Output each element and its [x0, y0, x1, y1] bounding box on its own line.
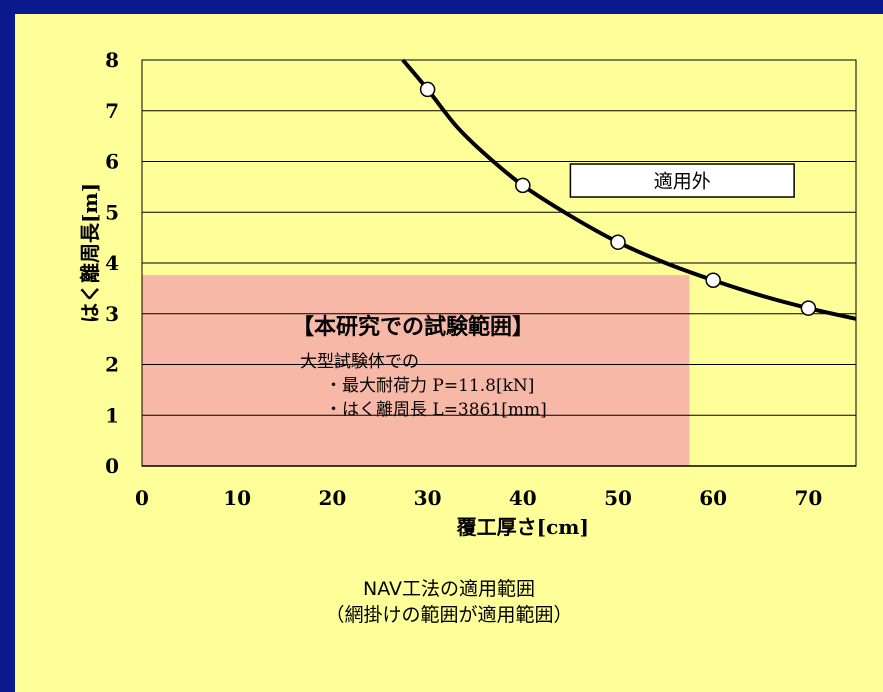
y-tick-label: 6	[105, 150, 119, 174]
y-tick-label: 8	[105, 48, 119, 72]
y-tick-label: 3	[105, 302, 119, 326]
x-tick-label: 70	[794, 486, 822, 510]
x-tick-label: 60	[699, 486, 727, 510]
applicable-region	[142, 275, 690, 466]
y-tick-label: 4	[105, 251, 119, 275]
caption-line-1: NAV工法の適用範囲	[363, 578, 535, 600]
y-tick-label: 5	[105, 200, 119, 224]
x-tick-label: 10	[223, 486, 251, 510]
caption-line-2: （網掛けの範囲が適用範囲）	[325, 604, 573, 626]
caption: NAV工法の適用範囲 （網掛けの範囲が適用範囲）	[15, 576, 883, 628]
y-axis-title: はく離周長[m]	[78, 183, 102, 323]
data-point	[419, 81, 436, 98]
data-point	[610, 234, 626, 250]
y-tick-label: 1	[105, 403, 119, 427]
outside-range-label: 適用外	[654, 171, 711, 193]
y-tick-label: 2	[105, 353, 119, 377]
data-point	[705, 272, 721, 289]
x-tick-label: 40	[509, 486, 537, 510]
x-tick-label: 30	[414, 486, 442, 510]
x-axis-title: 覆工厚さ[cm]	[456, 515, 589, 539]
test-range-line: ・はく離周長 L=3861[mm]	[325, 400, 547, 420]
data-point	[800, 300, 817, 316]
test-range-heading: 【本研究での試験範囲】	[292, 314, 534, 340]
outside-range-box	[569, 163, 795, 198]
data-point	[515, 177, 531, 194]
y-tick-label: 7	[105, 99, 119, 123]
test-range-line: 大型試験体での	[300, 352, 419, 372]
x-tick-label: 20	[318, 486, 346, 510]
fitted-curve	[401, 58, 857, 321]
x-tick-label: 0	[135, 486, 149, 510]
chart: 0 1 2 3 4 5 6 7 8 0 10 20 30 40 50 60 70 覆工厚さ[cm] はく離周長[m]…	[78, 48, 857, 539]
chart-panel: 0 1 2 3 4 5 6 7 8 0 10 20 30 40 50 60 70 覆工厚さ[cm] はく離周長[m]…	[15, 14, 883, 692]
x-tick-label: 50	[604, 486, 632, 510]
y-tick-label: 0	[105, 454, 119, 478]
test-range-line: ・最大耐荷力 P=11.8[kN]	[325, 376, 534, 396]
